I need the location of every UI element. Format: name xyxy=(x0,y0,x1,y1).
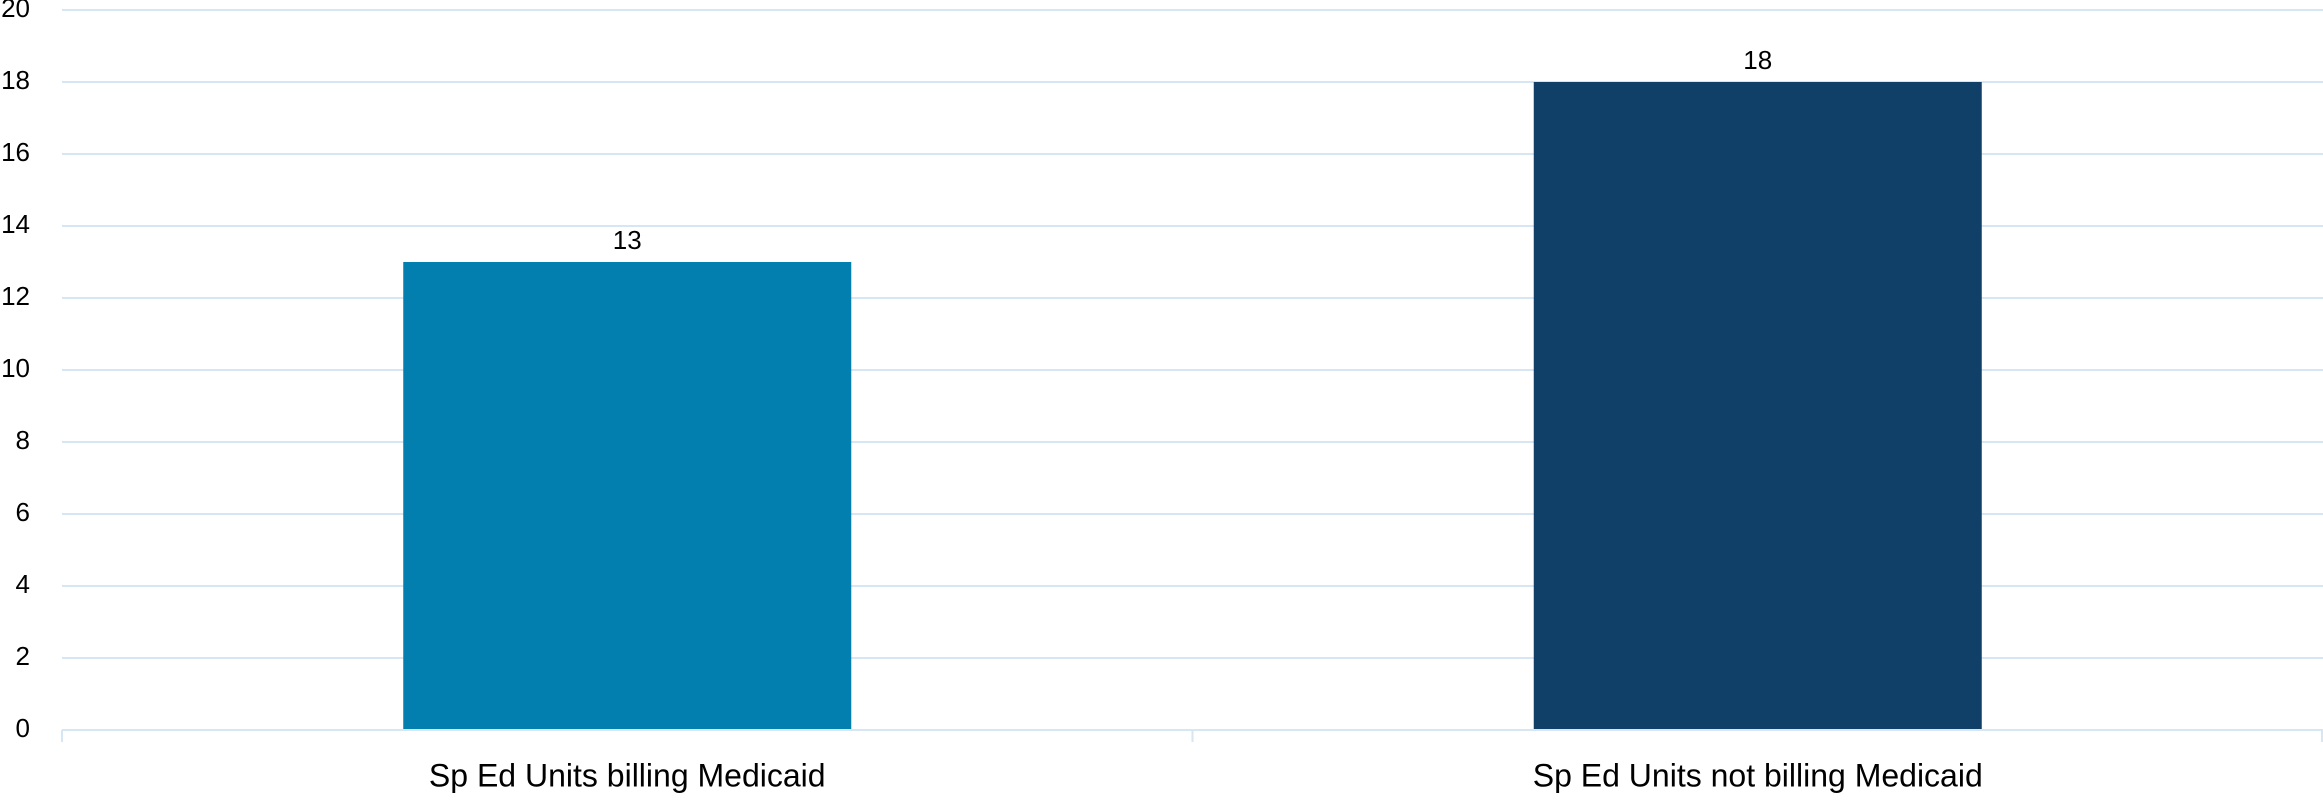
y-tick-label: 8 xyxy=(16,425,30,455)
y-axis-tick-labels: 0 2 4 6 8 10 12 14 16 18 20 xyxy=(1,0,30,743)
x-tick-label: Sp Ed Units billing Medicaid xyxy=(429,757,826,793)
y-tick-label: 10 xyxy=(1,353,30,383)
bar xyxy=(1533,82,1982,730)
data-label: 18 xyxy=(1743,45,1772,75)
y-tick-label: 20 xyxy=(1,0,30,23)
data-labels: 13 18 xyxy=(613,45,1772,255)
y-tick-label: 2 xyxy=(16,641,30,671)
y-tick-label: 18 xyxy=(1,65,30,95)
bars xyxy=(403,82,1982,730)
data-label: 13 xyxy=(613,225,642,255)
y-tick-label: 12 xyxy=(1,281,30,311)
x-axis-category-labels: Sp Ed Units billing Medicaid Sp Ed Units … xyxy=(429,757,1983,793)
gridlines xyxy=(62,9,2323,659)
y-tick-label: 16 xyxy=(1,137,30,167)
y-tick-label: 0 xyxy=(16,713,30,743)
y-tick-label: 14 xyxy=(1,209,30,239)
bar xyxy=(403,262,852,730)
y-tick-label: 6 xyxy=(16,497,30,527)
x-axis xyxy=(61,729,2323,742)
x-tick-label: Sp Ed Units not billing Medicaid xyxy=(1533,757,1983,793)
y-tick-label: 4 xyxy=(16,569,30,599)
